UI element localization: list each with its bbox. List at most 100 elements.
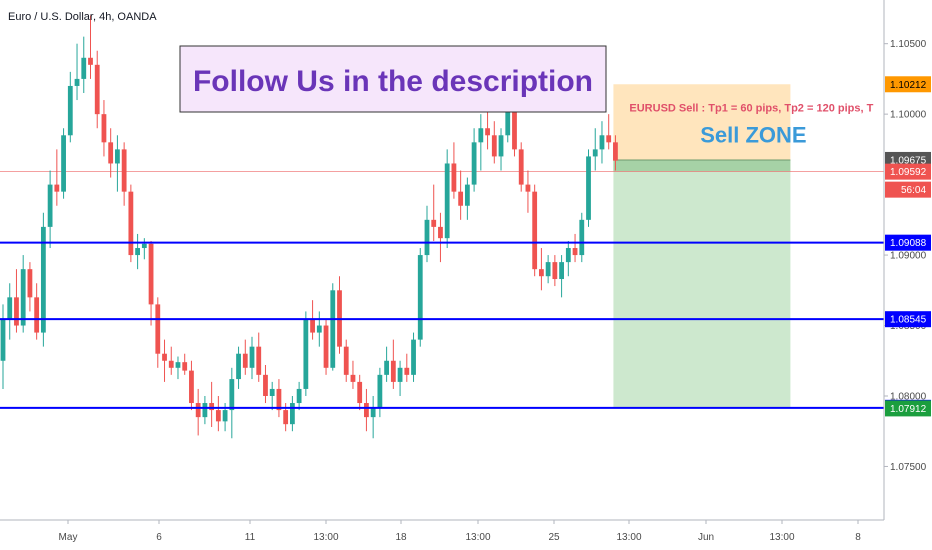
candle-body: [539, 269, 544, 277]
candle: [101, 100, 107, 157]
candle: [195, 388, 201, 436]
position-tool[interactable]: EURUSD Sell : Tp1 = 60 pips, Tp2 = 120 p…: [0, 84, 884, 409]
time-tick-label: May: [59, 532, 78, 543]
candle-body: [0, 318, 6, 361]
candle: [121, 142, 127, 206]
sell-zone-label: Sell ZONE: [700, 122, 806, 147]
candle-body: [175, 362, 181, 368]
candle-body: [364, 403, 369, 418]
follow-banner: Follow Us in the description: [179, 45, 607, 113]
candle: [606, 114, 612, 150]
candle-body: [404, 367, 410, 375]
candle-body: [505, 93, 511, 136]
candle: [47, 170, 53, 249]
candle: [397, 360, 403, 396]
candle: [545, 255, 551, 284]
time-tick-label: 11: [245, 532, 256, 543]
candle-body: [236, 353, 241, 380]
candle-body: [47, 184, 53, 227]
candle-body: [586, 156, 591, 220]
candle-body: [115, 149, 120, 164]
candle: [532, 184, 538, 277]
candle-body: [263, 374, 268, 396]
candle-body: [532, 191, 538, 270]
candle: [182, 353, 188, 375]
candle: [88, 15, 93, 79]
candle: [364, 388, 369, 432]
candle-body: [7, 297, 13, 319]
candle-body: [552, 262, 558, 280]
candle-body: [397, 367, 403, 382]
candle: [444, 149, 450, 249]
candle: [115, 135, 120, 192]
candle: [162, 339, 167, 382]
candle: [209, 381, 215, 427]
candle: [256, 332, 262, 382]
candle-body: [323, 325, 329, 368]
candle: [478, 114, 484, 171]
candle-body: [606, 135, 612, 143]
candle: [390, 339, 396, 389]
time-tick-label: 13:00: [616, 532, 641, 543]
candle: [289, 395, 295, 432]
candle: [269, 381, 275, 411]
candle-body: [88, 57, 93, 65]
position-label: EURUSD Sell : Tp1 = 60 pips, Tp2 = 120 p…: [629, 102, 873, 114]
candle-body: [249, 346, 255, 368]
candle-body: [202, 403, 208, 418]
candle: [559, 255, 564, 298]
time-tick-label: Jun: [698, 532, 714, 543]
price-tick-label: 1.08000: [890, 391, 927, 402]
target-zone[interactable]: [613, 159, 791, 409]
countdown-box: [885, 181, 931, 198]
candle: [498, 128, 504, 171]
candle: [108, 128, 114, 178]
candle-body: [54, 184, 60, 192]
candle: [175, 356, 181, 380]
candle-body: [101, 114, 107, 143]
candle-body: [108, 142, 114, 164]
candlestick-series: [0, 15, 618, 439]
time-axis[interactable]: May 6 11 13:00 18 13:00 25 13:00 Jun 13:00 8: [59, 520, 862, 543]
candle: [572, 233, 578, 263]
candle-body: [370, 407, 376, 418]
candle: [316, 311, 322, 347]
candle: [417, 248, 423, 347]
candle-body: [491, 135, 497, 157]
stop-zone[interactable]: [613, 84, 791, 160]
candle: [7, 283, 13, 340]
candle-body: [121, 149, 127, 192]
candle-body: [343, 346, 349, 375]
candle-body: [155, 304, 161, 354]
countdown-label: 56:04: [901, 185, 926, 196]
candle-body: [61, 135, 66, 192]
candle: [263, 364, 268, 404]
candle: [424, 205, 430, 263]
time-tick-label: 6: [156, 532, 162, 543]
candle: [54, 149, 60, 206]
candle: [525, 170, 531, 213]
candle: [168, 346, 174, 375]
position-price-tag: 1.09675: [890, 155, 927, 166]
candle-body: [478, 128, 484, 143]
candle: [471, 128, 477, 192]
candle-body: [34, 297, 40, 333]
candle-body: [209, 403, 215, 411]
candle-body: [283, 410, 289, 425]
candle-body: [592, 149, 598, 157]
candle: [323, 318, 329, 375]
candle-body: [303, 318, 309, 389]
horizontal-levels[interactable]: [0, 241, 884, 409]
follow-banner-text: Follow Us in the description: [193, 65, 593, 98]
candle-body: [195, 403, 201, 418]
candle: [81, 36, 87, 94]
candle: [592, 128, 598, 171]
level-price-tag-box: [885, 311, 931, 328]
time-tick-label: 13:00: [313, 532, 338, 543]
candle-body: [424, 219, 430, 256]
candle: [539, 248, 544, 291]
candle-body: [20, 269, 26, 326]
candle-body: [572, 248, 578, 256]
price-tick-label: 1.10500: [890, 39, 927, 50]
